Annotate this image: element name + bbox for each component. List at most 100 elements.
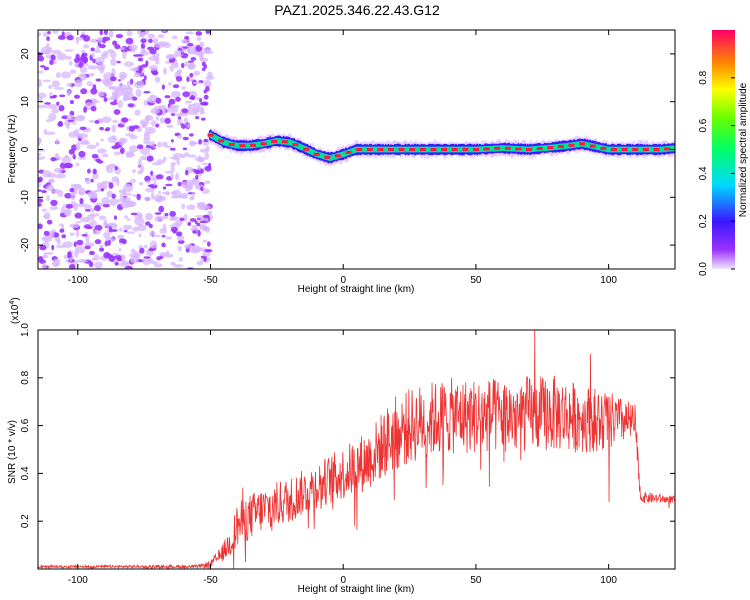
noise-blob xyxy=(161,84,165,90)
noise-blob xyxy=(177,181,182,187)
noise-blob xyxy=(99,30,103,36)
noise-blob xyxy=(128,44,138,51)
noise-blob xyxy=(109,86,116,90)
noise-blob xyxy=(46,36,50,42)
noise-blob xyxy=(189,133,194,137)
noise-blob xyxy=(63,210,70,216)
noise-blob xyxy=(63,254,68,260)
noise-blob xyxy=(95,56,105,65)
noise-blob xyxy=(125,265,133,269)
track-core xyxy=(366,148,373,151)
noise-blob xyxy=(107,164,116,169)
colorbar: 0.0 0.2 0.4 0.6 0.8 Normalized spectral ampl… xyxy=(698,30,749,276)
snr-plot-area xyxy=(38,330,675,569)
noise-blob xyxy=(163,67,167,75)
noise-blob xyxy=(123,61,135,67)
noise-blob xyxy=(197,229,201,237)
noise-blob xyxy=(176,235,185,241)
noise-blob xyxy=(117,234,125,240)
noise-blob xyxy=(38,79,43,88)
spectrogram-xtick-label: -100 xyxy=(68,275,88,286)
noise-blob xyxy=(41,208,47,212)
noise-blob xyxy=(48,178,56,183)
noise-blob xyxy=(187,221,192,226)
noise-blob xyxy=(101,78,112,85)
noise-blob xyxy=(128,145,139,153)
noise-blob xyxy=(116,178,120,187)
noise-blob xyxy=(136,224,147,232)
noise-blob xyxy=(149,48,157,55)
noise-blob xyxy=(168,81,172,86)
noise-blob xyxy=(51,188,61,194)
noise-blob xyxy=(189,218,197,222)
snr-ylabel: SNR (10 * v/v) xyxy=(7,420,18,484)
noise-blob xyxy=(196,222,201,227)
track-core xyxy=(472,148,479,151)
track-core xyxy=(653,148,660,151)
noise-blob xyxy=(194,92,198,98)
noise-blob xyxy=(38,104,48,109)
noise-blob xyxy=(175,172,180,181)
noise-blob xyxy=(161,191,171,195)
noise-blob xyxy=(149,260,158,265)
noise-blob xyxy=(91,98,97,102)
noise-blob xyxy=(114,44,121,50)
colorbar-tick-label: 0.0 xyxy=(698,262,709,276)
noise-blob xyxy=(166,124,174,129)
noise-blob xyxy=(140,38,147,44)
noise-blob xyxy=(95,78,102,82)
noise-blob xyxy=(48,84,53,89)
noise-blob xyxy=(113,151,121,156)
noise-blob xyxy=(199,98,203,103)
noise-blob xyxy=(181,62,185,69)
noise-blob xyxy=(189,141,200,145)
noise-blob xyxy=(55,244,67,249)
noise-blob xyxy=(61,115,69,120)
noise-blob xyxy=(49,206,59,211)
noise-blob xyxy=(73,202,79,211)
noise-blob xyxy=(66,82,73,87)
track-core xyxy=(239,144,246,148)
snr-xtick-label: 50 xyxy=(470,575,482,586)
noise-blob xyxy=(58,167,63,175)
noise-blob xyxy=(164,60,170,64)
noise-blob xyxy=(38,183,42,188)
noise-blob xyxy=(85,234,90,244)
noise-blob xyxy=(79,141,90,145)
noise-blob xyxy=(168,98,176,105)
noise-blob xyxy=(79,126,87,130)
snr-xtick-label: 100 xyxy=(600,575,617,586)
noise-blob xyxy=(190,94,196,101)
noise-blob xyxy=(195,116,200,120)
noise-blob xyxy=(177,134,183,139)
noise-blob xyxy=(199,220,207,224)
noise-blob xyxy=(38,137,41,146)
noise-blob xyxy=(141,64,148,68)
noise-blob xyxy=(143,133,151,141)
spectrogram-ytick-label: 0 xyxy=(20,146,31,152)
spectrogram-ytick-label: -20 xyxy=(20,237,31,252)
noise-blob xyxy=(92,172,99,180)
noise-blob xyxy=(90,178,94,183)
noise-blob xyxy=(181,203,186,210)
noise-blob xyxy=(174,220,183,227)
noise-blob xyxy=(189,196,194,201)
noise-blob xyxy=(148,38,153,43)
track-core xyxy=(228,142,235,146)
noise-blob xyxy=(120,46,125,51)
noise-blob xyxy=(181,38,189,44)
noise-blob xyxy=(126,218,131,222)
noise-blob xyxy=(105,127,111,131)
noise-blob xyxy=(39,244,47,251)
noise-blob xyxy=(149,65,159,71)
noise-blob xyxy=(94,120,100,124)
noise-blob xyxy=(143,196,152,201)
noise-blob xyxy=(103,97,108,103)
noise-blob xyxy=(122,192,132,196)
noise-blob xyxy=(66,34,74,41)
noise-blob xyxy=(129,78,134,85)
snr-ticks: -100 -50 0 50 100 0.2 0.4 0.6 0.8 1.0 xyxy=(20,323,675,586)
noise-blob xyxy=(79,66,88,73)
noise-blob xyxy=(83,44,90,49)
